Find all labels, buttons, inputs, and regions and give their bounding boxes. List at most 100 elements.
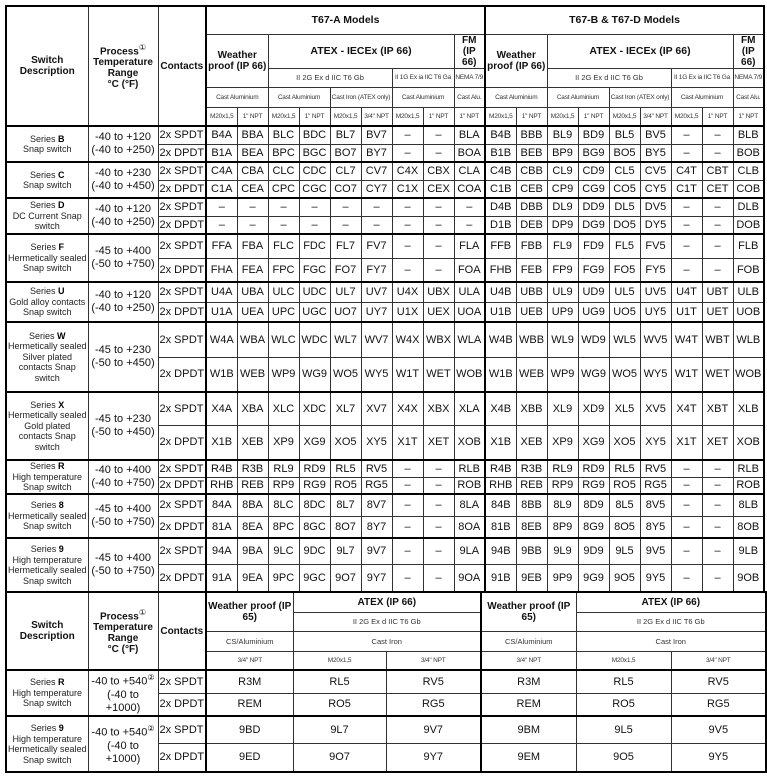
- model-code-cell: RG9: [577, 476, 610, 495]
- model-code-cell: BPC: [267, 143, 300, 163]
- model-code-cell: XO5: [329, 424, 362, 461]
- model-code-cell: CL5: [608, 161, 641, 181]
- model-code-cell: X1T: [391, 424, 424, 461]
- thread-header: M20x1,5: [329, 106, 362, 127]
- model-code-cell: FP9: [546, 257, 579, 283]
- model-code-cell: RG5: [639, 476, 672, 495]
- model-code-table: Switch Description Process① Temperature Ra…: [5, 5, 765, 593]
- model-code-cell: –: [391, 257, 424, 283]
- model-code-cell: ULC: [267, 281, 300, 303]
- model-code-cell: 8L5: [608, 493, 641, 517]
- table-row: Series 9 High temperature Hermetically se…: [5, 537, 765, 593]
- header-row: 3/4" NPT M20x1,5 3/4" NPT 3/4" NPT M20x1,5 3/…: [6, 650, 767, 671]
- temperature-celsius: -40 to +120: [95, 131, 151, 143]
- model-code-cell: –: [236, 197, 269, 217]
- model-code-cell: XOB: [453, 424, 486, 461]
- model-code-cell: CD9: [577, 161, 610, 181]
- model-code-cell: XBT: [701, 391, 734, 426]
- switch-description-label: Switch Description: [19, 620, 75, 642]
- model-code-cell: UY7: [360, 301, 393, 323]
- model-code-cell: XLC: [267, 391, 300, 426]
- model-code-cell: WLB: [732, 321, 765, 358]
- model-code-cell: FOB: [732, 257, 765, 283]
- model-code-cell: CBT: [701, 161, 734, 181]
- model-code-cell: ULB: [732, 281, 765, 303]
- model-code-cell: 8L7: [329, 493, 362, 517]
- model-code-cell: B1A: [205, 143, 238, 163]
- model-code-cell: RL9: [546, 459, 579, 478]
- model-code-cell: U1X: [391, 301, 424, 323]
- model-code-cell: –: [391, 515, 424, 539]
- model-code-cell: –: [670, 125, 703, 145]
- thread-header: M20x1,5: [670, 106, 703, 127]
- model-code-cell: CBB: [515, 161, 548, 181]
- temperature-celsius: -40 to +120: [95, 203, 151, 215]
- model-code-cell: RV5: [360, 459, 393, 478]
- temperature-range-cell: -45 to +230 (-50 to +450): [87, 391, 159, 461]
- material-header: Cast Alu.: [732, 86, 765, 108]
- series-label: Series: [30, 242, 56, 253]
- model-code-cell: –: [391, 563, 424, 593]
- model-code-cell: CBA: [236, 161, 269, 181]
- series-description: High temperature Hermetically sealed Sna…: [7, 733, 87, 765]
- model-code-cell: WL5: [608, 321, 641, 358]
- model-code-cell: XL5: [608, 391, 641, 426]
- series-label: Series: [29, 169, 56, 180]
- model-code-cell: CLC: [267, 161, 300, 181]
- model-code-cell: WD9: [577, 321, 610, 358]
- temperature-fahrenheit: (-50 to +750): [91, 565, 155, 577]
- model-code-cell: –: [422, 197, 455, 217]
- table-row: Series R High temperature Snap switch -40 …: [5, 669, 767, 717]
- model-code-cell: –: [422, 143, 455, 163]
- material-header: Cast Iron (ATEX only): [329, 86, 393, 108]
- model-code-cell: B1B: [484, 143, 517, 163]
- model-code-cell: C1T: [670, 179, 703, 199]
- table-row: Series R High temperature Snap switch -40 …: [5, 459, 765, 495]
- model-code-cell: UGC: [298, 301, 331, 323]
- model-code-cell: U4X: [391, 281, 424, 303]
- contacts-cell: 2x DPDT: [157, 257, 207, 283]
- model-code-cell: BD9: [577, 125, 610, 145]
- model-code-cell: XD9: [577, 391, 610, 426]
- model-code-cell: 9OA: [453, 563, 486, 593]
- model-code-cell: WP9: [267, 356, 300, 393]
- model-code-cell: U4T: [670, 281, 703, 303]
- model-code-cell: 8EB: [515, 515, 548, 539]
- model-code-cell: RO5: [608, 476, 641, 495]
- series-label: Series: [30, 544, 57, 554]
- model-code-cell: 9L7: [292, 715, 387, 744]
- model-code-cell: 9ED: [205, 742, 294, 773]
- model-code-cell: WL7: [329, 321, 362, 358]
- model-code-cell: WO5: [608, 356, 641, 393]
- model-code-cell: C4B: [484, 161, 517, 181]
- series-letter: 9: [58, 723, 64, 733]
- table-row: 2x DPDT 91A 9EA 9PC 9GC 9O7 9Y7– –9OA 91B 9EB 9P9 9…: [6, 563, 765, 593]
- table-row: Series C Snap switch -40 to +230 (-40 to +4…: [5, 161, 765, 199]
- model-code-cell: CG9: [577, 179, 610, 199]
- model-code-cell: W1T: [391, 356, 424, 393]
- model-code-cell: 9O5: [575, 742, 672, 773]
- model-code-cell: BP9: [546, 143, 579, 163]
- model-code-cell: C4T: [670, 161, 703, 181]
- model-code-cell: FL7: [329, 233, 362, 259]
- model-code-cell: D4B: [484, 197, 517, 217]
- model-code-cell: RL5: [292, 669, 387, 694]
- thread-header: M20x1,5: [608, 106, 641, 127]
- model-code-cell: –: [453, 197, 486, 217]
- model-code-cell: REM: [480, 692, 577, 717]
- contacts-cell: 2x DPDT: [157, 301, 207, 323]
- model-code-cell: BG9: [577, 143, 610, 163]
- series-label: Series: [29, 461, 56, 472]
- model-code-cell: 8OA: [453, 515, 486, 539]
- model-code-cell: FLC: [267, 233, 300, 259]
- model-code-cell: DEB: [515, 215, 548, 235]
- model-code-cell: 9O7: [292, 742, 387, 773]
- model-code-cell: REM: [205, 692, 294, 717]
- model-code-cell: FY5: [639, 257, 672, 283]
- model-code-cell: 8V7: [360, 493, 393, 517]
- temperature-range-cell: -40 to +230 (-40 to +450): [87, 161, 159, 199]
- material-header: Cast Aluminium: [670, 86, 734, 108]
- model-code-cell: 8Y5: [639, 515, 672, 539]
- temperature-range-cell: -45 to +230 (-50 to +450): [87, 321, 159, 393]
- model-code-cell: BL9: [546, 125, 579, 145]
